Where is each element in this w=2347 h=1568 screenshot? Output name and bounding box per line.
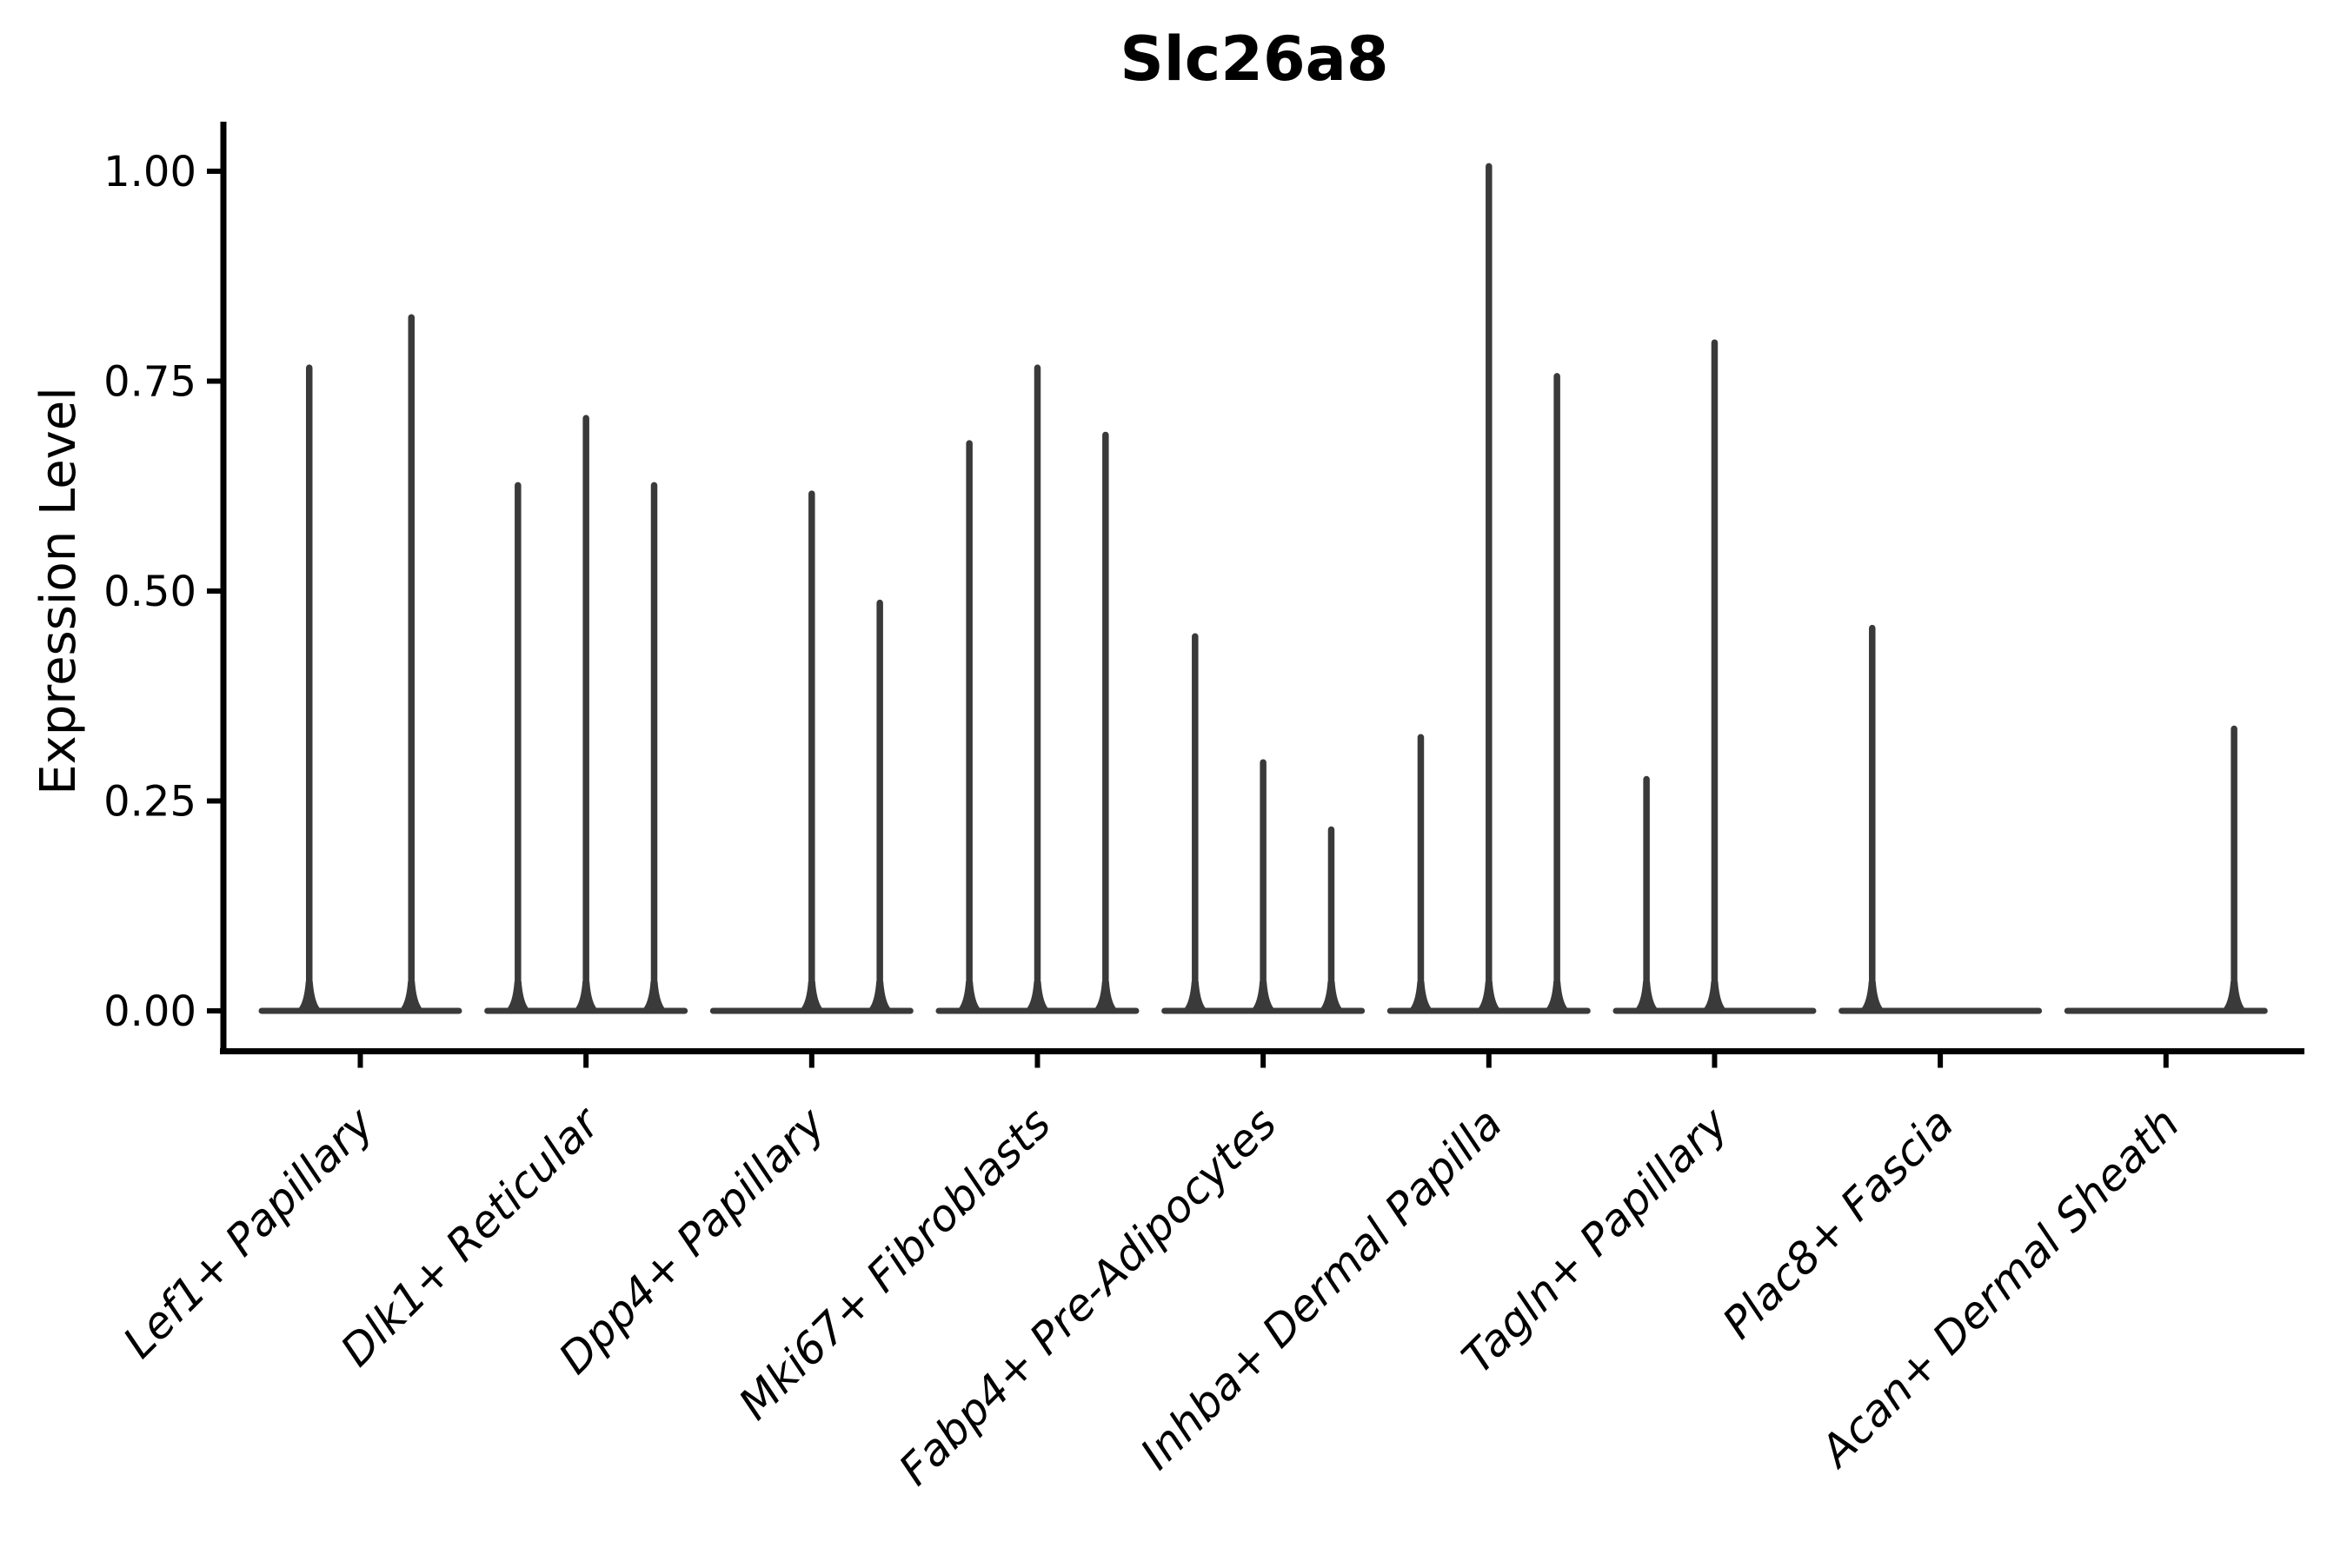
y-tick-label: 0.00 (103, 987, 196, 1036)
y-tick-label: 0.25 (103, 778, 196, 827)
x-tick-label: Plac8+ Fascia (1713, 1098, 1964, 1348)
x-tick-label: Fabp4+ Pre-Adipocytes (889, 1098, 1287, 1495)
y-tick-label: 0.50 (103, 568, 196, 616)
y-axis-label: Expression Level (30, 387, 87, 795)
x-tick-label: Acan+ Dermal Sheath (1809, 1098, 2189, 1478)
x-tick-label: Inhba+ Dermal Papilla (1131, 1098, 1512, 1478)
violin-layer (258, 163, 2268, 1014)
y-tick-label: 1.00 (103, 148, 196, 196)
y-tick-label: 0.75 (103, 358, 196, 407)
chart-title: Slc26a8 (1120, 23, 1388, 95)
